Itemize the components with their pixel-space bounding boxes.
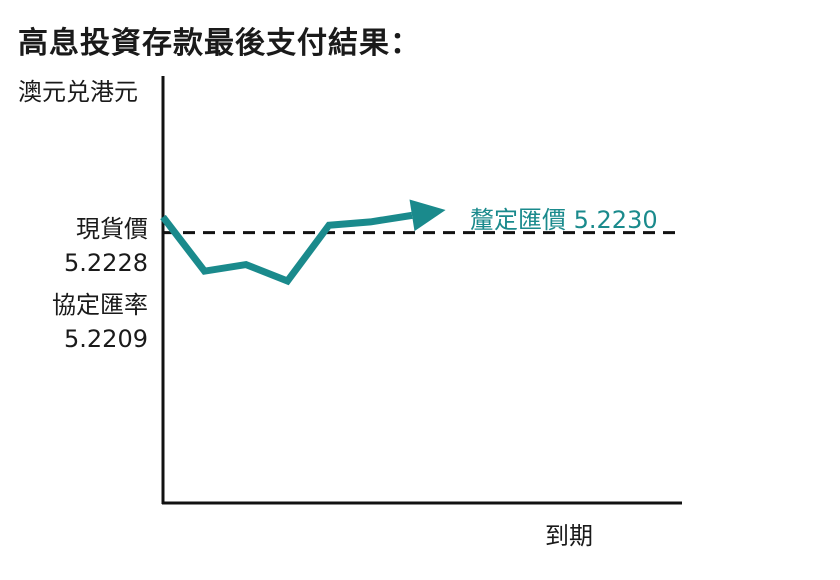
exchange-rate-line <box>160 211 413 286</box>
fixing-rate-label: 釐定匯價 5.2230 <box>470 206 658 234</box>
chart-title: 高息投資存款最後支付結果： <box>18 26 421 61</box>
spot-price-label: 現貨價 5.2228 <box>64 212 148 280</box>
arrow-head-icon <box>409 199 446 232</box>
spot-price-value: 5.2228 <box>64 249 148 277</box>
strike-rate-value: 5.2209 <box>64 325 148 353</box>
y-axis-label: 澳元兑港元 <box>18 78 138 106</box>
strike-rate-label: 協定匯率 5.2209 <box>52 288 148 356</box>
strike-rate-name: 協定匯率 <box>52 291 148 319</box>
spot-price-name: 現貨價 <box>76 215 148 243</box>
x-axis-label: 到期 <box>545 522 593 550</box>
